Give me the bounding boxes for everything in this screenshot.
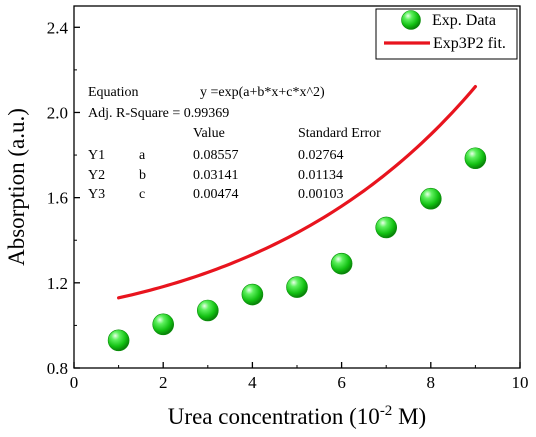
x-tick-label: 8 (427, 373, 436, 392)
data-point (375, 216, 398, 239)
data-point (419, 187, 442, 210)
y-axis-title: Absorption (a.u.) (4, 108, 29, 266)
y-axis: 0.8 1.2 1.6 2.0 2.4 (47, 18, 80, 378)
data-points (107, 147, 487, 352)
x-tick-label: 4 (248, 373, 257, 392)
row-value: 0.08557 (193, 148, 239, 163)
y-tick-label: 1.2 (47, 274, 68, 293)
row-value: 0.03141 (193, 168, 239, 183)
row-param: c (139, 187, 145, 202)
row-error: 0.01134 (298, 168, 343, 183)
row-error: 0.00103 (298, 187, 344, 202)
r-square-text: Adj. R-Square = 0.99369 (88, 106, 229, 121)
data-point (152, 313, 174, 336)
row-param: a (139, 148, 146, 163)
legend: Exp. Data Exp3P2 fit. (375, 8, 518, 60)
row-value: 0.00474 (193, 187, 239, 202)
data-point (330, 252, 353, 275)
x-axis-title-superscript: -2 (380, 403, 393, 419)
legend-label-fit: Exp3P2 fit. (433, 35, 506, 52)
row-name: Y1 (88, 148, 105, 163)
y-tick-label: 2.4 (47, 18, 69, 37)
y-tick-label: 0.8 (47, 359, 68, 378)
fit-results-table: Equation y =exp(a+b*x+c*x^2) Adj. R-Squa… (88, 85, 381, 202)
error-column-header: Standard Error (298, 126, 381, 141)
value-column-header: Value (193, 126, 225, 141)
y-tick-label: 1.6 (47, 189, 68, 208)
data-point (464, 147, 487, 170)
equation-label: Equation (88, 85, 139, 100)
x-tick-label: 10 (512, 373, 529, 392)
row-name: Y2 (88, 168, 105, 183)
data-point (241, 283, 264, 306)
equation-text: y =exp(a+b*x+c*x^2) (200, 85, 325, 100)
legend-label-exp-data: Exp. Data (432, 12, 496, 29)
data-point (107, 329, 130, 352)
fit-curve-line (117, 84, 477, 300)
row-param: b (139, 168, 146, 183)
row-error: 0.02764 (298, 148, 344, 163)
y-tick-label: 2.0 (47, 103, 68, 122)
row-name: Y3 (88, 187, 105, 202)
data-point (197, 299, 219, 322)
plot-area (73, 5, 521, 369)
x-tick-label: 0 (70, 373, 79, 392)
x-axis-title: Urea concentration (10-2 M) (168, 403, 426, 429)
legend-box (375, 8, 518, 60)
legend-marker-exp-data (401, 10, 421, 30)
x-tick-label: 2 (159, 373, 168, 392)
data-point (286, 276, 308, 298)
x-tick-label: 6 (337, 373, 346, 392)
x-axis: 0 2 4 6 8 10 (70, 362, 529, 392)
